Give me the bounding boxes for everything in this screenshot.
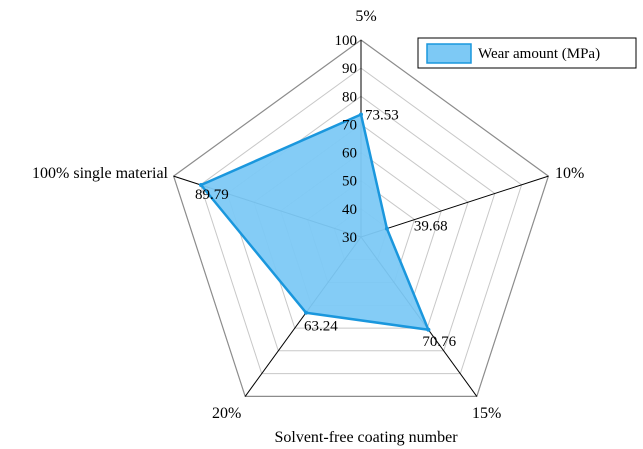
- category-label-layer: 5% 10% 15% 20% 100% single material: [32, 8, 584, 422]
- tick-label: 30: [342, 230, 357, 246]
- series-point: [426, 327, 431, 332]
- series-polygon: [199, 113, 430, 332]
- series-layer: [199, 112, 431, 332]
- legend-swatch: [426, 43, 472, 64]
- tick-label: 100: [335, 33, 358, 49]
- data-label: 73.53: [365, 108, 399, 124]
- category-label: 10%: [555, 165, 584, 182]
- grid-ring: [172, 39, 550, 397]
- category-label: 5%: [355, 8, 376, 25]
- series-point: [384, 226, 389, 231]
- category-label: 100% single material: [32, 165, 169, 182]
- legend-label: Wear amount (MPa): [478, 46, 600, 62]
- tick-label-layer: 30 40 50 60 70 80 90 100: [335, 33, 358, 246]
- series-point: [359, 112, 363, 117]
- axis-spoke: [360, 175, 549, 238]
- category-label: 15%: [472, 405, 501, 422]
- series-point: [304, 310, 308, 315]
- tick-label: 90: [342, 61, 357, 77]
- grid-layer: [172, 39, 550, 397]
- tick-label: 60: [342, 146, 357, 162]
- data-label: 63.24: [304, 319, 338, 335]
- x-axis-title: Solvent-free coating number: [274, 429, 458, 446]
- tick-label: 80: [342, 89, 357, 105]
- data-label: 70.76: [422, 334, 456, 350]
- tick-label: 50: [342, 174, 357, 190]
- tick-label: 70: [342, 117, 357, 133]
- grid-ring: [199, 67, 523, 375]
- data-label-layer: 73.53 39.68 70.76 63.24 89.79: [195, 108, 457, 350]
- data-label: 39.68: [414, 219, 448, 235]
- tick-label: 40: [342, 202, 357, 218]
- data-label: 89.79: [195, 187, 229, 203]
- legend: Wear amount (MPa): [417, 37, 637, 69]
- category-label: 20%: [212, 405, 241, 422]
- series-point: [199, 183, 203, 187]
